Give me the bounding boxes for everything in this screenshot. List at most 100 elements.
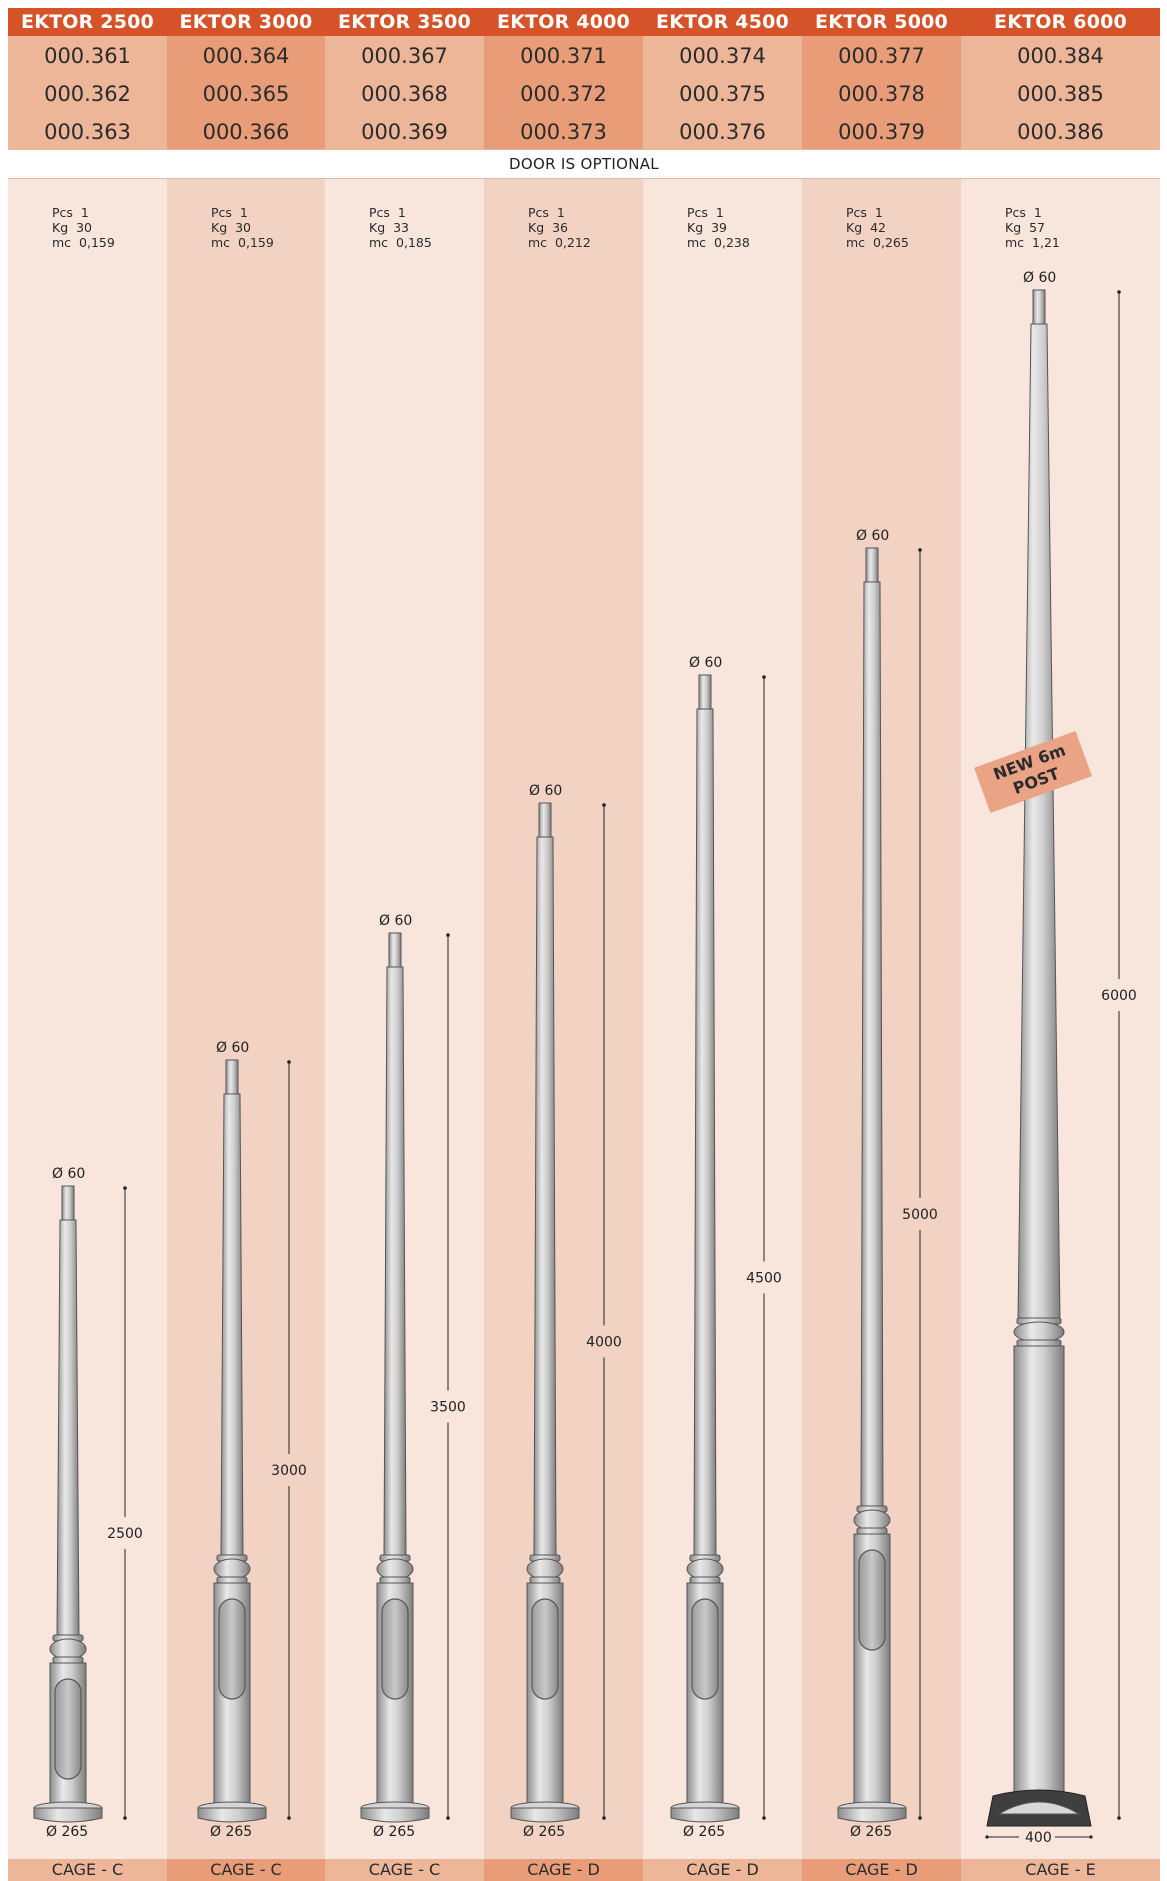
- height-dimension-end: [762, 1816, 766, 1820]
- height-dimension-end: [123, 1186, 127, 1190]
- pole-ektor-5000: Ø 60 Ø 265 5000: [837, 528, 938, 1840]
- spec-block-ektor-6000: Pcs 1 Kg 57 mc 1,21: [1005, 205, 1060, 250]
- model-name-ektor-2500: EKTOR 2500: [21, 11, 154, 33]
- article-code: 000.384: [1017, 44, 1104, 68]
- model-header-row: [8, 8, 1160, 36]
- height-dimension-end: [1117, 290, 1121, 294]
- spec-block-ektor-3000: Pcs 1 Kg 30 mc 0,159: [211, 205, 274, 250]
- spec-label-pcs: Pcs: [687, 205, 708, 220]
- spec-value-mc: 0,212: [555, 235, 591, 250]
- spec-value-mc: 0,159: [238, 235, 274, 250]
- code-cell-ektor-2500: 000.361 000.362 000.363: [8, 36, 167, 149]
- cage-label-ektor-4000: CAGE - D: [484, 1859, 643, 1881]
- pole-ektor-4000: Ø 60 Ø 265 4000: [510, 783, 622, 1840]
- pole-ektor-6000: Ø 60 400 6000: [985, 270, 1137, 1846]
- article-code: 000.368: [361, 82, 448, 106]
- height-dimension-end: [446, 1816, 450, 1820]
- height-label: 2500: [107, 1526, 143, 1542]
- pole-upper-shaft: [56, 1219, 80, 1638]
- height-dimension-end: [287, 1816, 291, 1820]
- spec-value-mc: 0,185: [396, 235, 432, 250]
- pole-spigot: [698, 674, 712, 710]
- spec-label-kg: Kg: [528, 220, 545, 235]
- spec-value-mc: 0,238: [714, 235, 750, 250]
- spec-value-pcs: 1: [874, 205, 883, 220]
- article-code: 000.361: [44, 44, 131, 68]
- height-dimension-end: [446, 933, 450, 937]
- spec-value-pcs: 1: [239, 205, 248, 220]
- pole-base-plate: [837, 1807, 907, 1823]
- spec-block-ektor-3500: Pcs 1 Kg 33 mc 0,185: [369, 205, 432, 250]
- pole-collar-ring: [52, 1656, 84, 1664]
- spec-value-pcs: 1: [556, 205, 565, 220]
- column-bg-ektor-2500: [8, 178, 167, 1859]
- spec-value-mc: 0,159: [79, 235, 115, 250]
- article-code: 000.372: [520, 82, 607, 106]
- spec-label-mc: mc: [52, 235, 72, 250]
- spec-label-kg: Kg: [211, 220, 228, 235]
- height-label: 4000: [586, 1335, 622, 1351]
- height-dimension-end: [602, 803, 606, 807]
- pole-collar-ring: [1016, 1339, 1062, 1347]
- pole-lower-shaft: [1013, 1345, 1065, 1805]
- pole-collar-ring: [856, 1527, 888, 1535]
- spec-value-kg: 36: [552, 220, 568, 235]
- height-dimension-end: [287, 1060, 291, 1064]
- base-diameter-label: Ø 265: [850, 1824, 892, 1840]
- article-code: 000.375: [679, 82, 766, 106]
- height-dimension-end: [123, 1816, 127, 1820]
- spec-label-pcs: Pcs: [528, 205, 549, 220]
- spec-value-kg: 42: [870, 220, 886, 235]
- model-name-ektor-3500: EKTOR 3500: [338, 11, 471, 33]
- spec-value-pcs: 1: [397, 205, 406, 220]
- top-diameter-label: Ø 60: [856, 528, 889, 544]
- base-diameter-label: Ø 265: [523, 1824, 565, 1840]
- spec-value-kg: 57: [1029, 220, 1045, 235]
- pole-upper-shaft: [383, 966, 407, 1558]
- model-name-ektor-6000: EKTOR 6000: [994, 11, 1127, 33]
- spec-value-mc: 0,265: [873, 235, 909, 250]
- code-cell-ektor-4000: 000.371 000.372 000.373: [484, 36, 643, 149]
- pole-base-cover: [997, 1801, 1081, 1815]
- spec-label-mc: mc: [211, 235, 231, 250]
- pole-ektor-3000: Ø 60 Ø 265 3000: [197, 1040, 307, 1840]
- spec-label-pcs: Pcs: [846, 205, 867, 220]
- pole-spigot: [61, 1185, 75, 1221]
- pole-upper-shaft: [533, 836, 557, 1558]
- cage-label-ektor-5000: CAGE - D: [802, 1859, 961, 1881]
- code-cell-ektor-4500: 000.374 000.375 000.376: [643, 36, 802, 149]
- pole-collar-ring: [529, 1576, 561, 1584]
- article-code: 000.373: [520, 120, 607, 144]
- article-code: 000.362: [44, 82, 131, 106]
- pole-ektor-4500: Ø 60 Ø 265 4500: [670, 655, 782, 1840]
- pole-door: [381, 1598, 409, 1700]
- base-diameter-label: Ø 265: [210, 1824, 252, 1840]
- pole-base-plate: [33, 1807, 103, 1823]
- spec-label-kg: Kg: [52, 220, 69, 235]
- article-code: 000.376: [679, 120, 766, 144]
- pole-collar-ring: [216, 1576, 248, 1584]
- pole-upper-shaft: [860, 581, 884, 1509]
- base-diameter-label: Ø 265: [373, 1824, 415, 1840]
- code-cell-ektor-3000: 000.364 000.365 000.366: [167, 36, 325, 149]
- code-cell-ektor-5000: 000.377 000.378 000.379: [802, 36, 961, 149]
- height-label: 5000: [902, 1207, 938, 1223]
- cage-label-ektor-3500: CAGE - C: [325, 1859, 484, 1881]
- article-code: 000.377: [838, 44, 925, 68]
- pole-collar: [526, 1558, 564, 1580]
- column-bg-ektor-4000: [484, 178, 643, 1859]
- article-code: 000.379: [838, 120, 925, 144]
- article-code: 000.386: [1017, 120, 1104, 144]
- cage-label-ektor-6000: CAGE - E: [961, 1859, 1160, 1881]
- spec-value-pcs: 1: [715, 205, 724, 220]
- pole-spigot: [538, 802, 552, 838]
- pole-upper-shaft: [1017, 323, 1061, 1321]
- spec-block-ektor-2500: Pcs 1 Kg 30 mc 0,159: [52, 205, 115, 250]
- cage-label-ektor-4500: CAGE - D: [643, 1859, 802, 1881]
- base-diameter-label: Ø 265: [683, 1824, 725, 1840]
- article-code: 000.363: [44, 120, 131, 144]
- pole-base-plate: [360, 1807, 430, 1823]
- height-label: 3000: [271, 1463, 307, 1479]
